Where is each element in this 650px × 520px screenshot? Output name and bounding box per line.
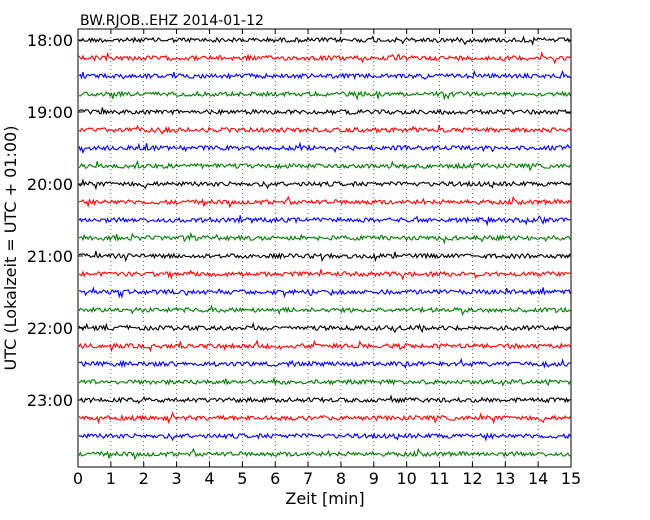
- x-tick-label: 11: [429, 469, 449, 488]
- x-tick-label: 5: [237, 469, 247, 488]
- plot-frame: [77, 28, 572, 468]
- y-tick-label: 20:00: [27, 175, 73, 194]
- x-axis-label: Zeit [min]: [285, 489, 364, 508]
- y-tick-label: 19:00: [27, 103, 73, 122]
- seismic-trace: [78, 195, 571, 209]
- seismic-trace: [78, 215, 571, 227]
- seismic-trace: [78, 286, 571, 299]
- x-tick-label: 2: [139, 469, 149, 488]
- seismic-trace: [78, 394, 571, 405]
- x-tick-label: 10: [396, 469, 416, 488]
- seismic-trace: [78, 357, 571, 369]
- seismic-trace: [78, 321, 571, 334]
- y-tick-label: 18:00: [27, 31, 73, 50]
- x-tick-label: 8: [336, 469, 346, 488]
- y-tick-label: 23:00: [27, 391, 73, 410]
- seismic-trace: [78, 376, 571, 387]
- trace-group: [78, 35, 571, 461]
- chart-title: BW.RJOB..EHZ 2014-01-12: [80, 13, 264, 29]
- seismic-trace: [78, 432, 571, 442]
- x-tick-label: 7: [303, 469, 313, 488]
- seismic-trace: [78, 69, 571, 81]
- x-tick-label: 15: [561, 469, 581, 488]
- seismic-trace: [78, 447, 571, 461]
- seismic-trace: [78, 304, 571, 316]
- seismic-trace: [78, 160, 571, 172]
- seismic-trace: [78, 178, 571, 191]
- axis-ticks: 0 1 2 3 4 5 6 7 8 9 10 11 12 13 14 1518:0019:0020:0021:…: [27, 29, 581, 488]
- seismic-trace: [78, 250, 571, 263]
- seismic-trace: [78, 231, 571, 245]
- x-tick-label: 4: [204, 469, 214, 488]
- x-tick-label: 14: [528, 469, 548, 488]
- x-tick-label: 3: [172, 469, 182, 488]
- x-tick-label: 9: [369, 469, 379, 488]
- seismic-trace: [78, 90, 571, 101]
- seismic-trace: [78, 339, 571, 353]
- seismic-trace: [78, 269, 571, 281]
- seismic-trace: [78, 411, 571, 425]
- y-tick-label: 22:00: [27, 319, 73, 338]
- x-tick-label: 1: [106, 469, 116, 488]
- seismic-trace: [78, 141, 571, 155]
- seismic-trace: [78, 107, 571, 117]
- y-axis-label: UTC (Lokalzeit = UTC + 01:00): [1, 126, 20, 371]
- x-tick-label: 6: [270, 469, 280, 488]
- seismic-trace: [78, 124, 571, 135]
- y-tick-label: 21:00: [27, 247, 73, 266]
- x-tick-label: 12: [462, 469, 482, 488]
- seismic-trace: [78, 35, 571, 46]
- x-tick-label: 13: [495, 469, 515, 488]
- x-tick-label: 0: [73, 469, 83, 488]
- seismic-trace: [78, 51, 571, 65]
